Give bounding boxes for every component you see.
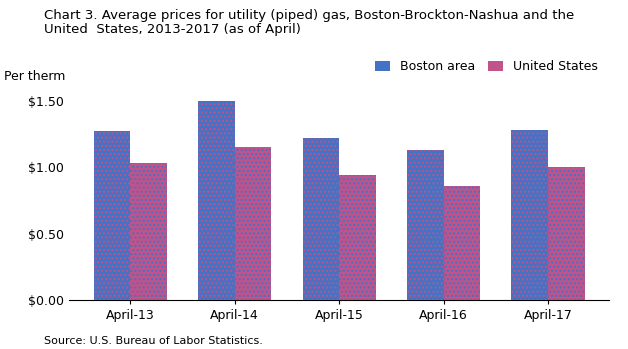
Bar [339, 175, 376, 300]
Legend: Boston area, United States: Boston area, United States [371, 55, 603, 78]
Text: Per therm: Per therm [4, 70, 66, 83]
Bar [303, 138, 339, 300]
Bar [94, 131, 130, 300]
Bar [511, 130, 548, 300]
Bar [235, 147, 271, 300]
Bar [548, 167, 585, 300]
Bar [443, 186, 480, 300]
Bar [339, 175, 376, 300]
Text: Source: U.S. Bureau of Labor Statistics.: Source: U.S. Bureau of Labor Statistics. [44, 335, 263, 346]
Text: Chart 3. Average prices for utility (piped) gas, Boston-Brockton-Nashua and the: Chart 3. Average prices for utility (pip… [44, 9, 574, 22]
Bar [548, 167, 585, 300]
Bar [235, 147, 271, 300]
Bar [407, 150, 443, 300]
Bar [198, 101, 235, 300]
Bar [130, 163, 167, 300]
Bar [130, 163, 167, 300]
Bar [94, 131, 130, 300]
Bar [303, 138, 339, 300]
Bar [511, 130, 548, 300]
Bar [443, 186, 480, 300]
Text: United  States, 2013-2017 (as of April): United States, 2013-2017 (as of April) [44, 23, 301, 36]
Bar [198, 101, 235, 300]
Bar [407, 150, 443, 300]
